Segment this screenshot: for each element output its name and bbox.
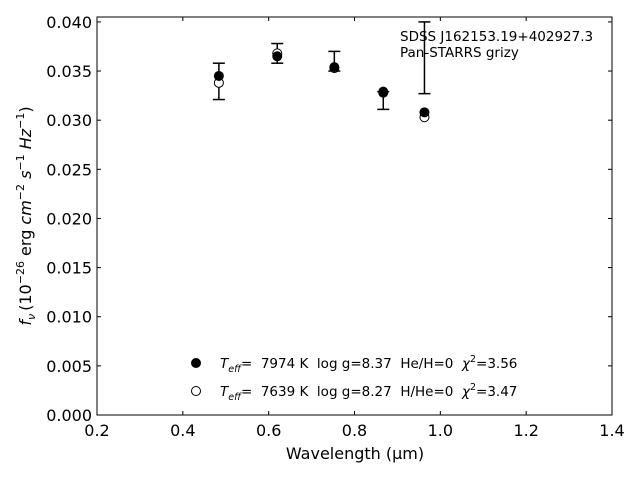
y-tick-label: 0.005	[46, 357, 92, 376]
x-tick-label: 0.4	[170, 421, 195, 440]
y-tick-label: 0.025	[46, 160, 92, 179]
y-axis-label: fν(10−26 erg cm−2 s−1 Hz−1)	[14, 106, 38, 325]
model-point-filled	[378, 86, 389, 97]
legend-entry-1: Teff= 7974 K log g=8.37 He/H=0 χ2=3.56	[220, 354, 517, 375]
x-tick-label: 0.8	[342, 421, 367, 440]
x-tick-label: 0.6	[256, 421, 281, 440]
y-tick-label: 0.010	[46, 308, 92, 327]
y-tick-label: 0.000	[46, 406, 92, 425]
model-point-filled	[329, 62, 340, 73]
model-point-filled	[419, 107, 430, 118]
model-point-filled	[272, 51, 283, 62]
x-axis-ticks: 0.2 0.4 0.6 0.8 1.0 1.2 1.4	[84, 17, 625, 440]
plot-area	[96, 16, 613, 416]
x-tick-label: 1.4	[599, 421, 624, 440]
y-tick-label: 0.015	[46, 259, 92, 278]
y-tick-label: 0.040	[46, 13, 92, 32]
legend-entry-2: Teff= 7639 K log g=8.27 H/He=0 χ2=3.47	[220, 382, 517, 403]
model-point-filled	[213, 70, 224, 81]
legend-marker-open	[191, 386, 201, 396]
y-axis-ticks: 0.000 0.005 0.010 0.015 0.020 0.025 0.030 0.035…	[46, 13, 612, 425]
legend-marker-filled	[191, 358, 201, 368]
annotation-line-2: Pan-STARRS grizy	[400, 45, 519, 61]
y-tick-label: 0.030	[46, 111, 92, 130]
data-points	[213, 48, 430, 123]
annotation-line-1: SDSS J162153.19+402927.3	[400, 29, 593, 45]
x-tick-label: 1.2	[513, 421, 538, 440]
x-tick-label: 0.2	[84, 421, 109, 440]
y-tick-label: 0.035	[46, 62, 92, 81]
legend: Teff= 7974 K log g=8.37 He/H=0 χ2=3.56 T…	[191, 354, 517, 403]
y-tick-label: 0.020	[46, 209, 92, 228]
x-tick-label: 1.0	[428, 421, 453, 440]
x-axis-label: Wavelength (μm)	[286, 444, 424, 463]
